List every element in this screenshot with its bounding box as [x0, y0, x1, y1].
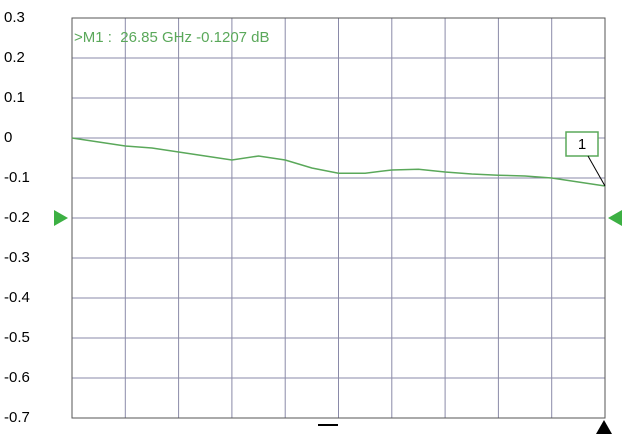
- y-tick-label: -0.7: [4, 409, 30, 426]
- trace: [71, 137, 606, 187]
- marker-leader: [587, 155, 606, 187]
- plot-frame: [71, 17, 606, 419]
- y-tick-label: -0.1: [4, 169, 30, 186]
- y-tick-label: -0.5: [4, 329, 30, 346]
- y-tick-label: -0.6: [4, 369, 30, 386]
- y-tick-label: -0.3: [4, 249, 30, 266]
- y-tick-label: -0.4: [4, 289, 30, 306]
- reference-arrow-right: [608, 210, 622, 226]
- end-triangle: [596, 420, 612, 434]
- y-tick-label: 0.1: [4, 89, 25, 106]
- marker-box: [565, 131, 599, 157]
- marker-annotation: >M1 : 26.85 GHz -0.1207 dB: [74, 29, 270, 46]
- y-tick-label: -0.2: [4, 209, 30, 226]
- marker-label: 1: [578, 136, 586, 153]
- y-tick-label: 0: [4, 129, 12, 146]
- y-tick-label: 0.2: [4, 49, 25, 66]
- reference-arrow-left: [54, 210, 68, 226]
- y-tick-label: 0.3: [4, 9, 25, 26]
